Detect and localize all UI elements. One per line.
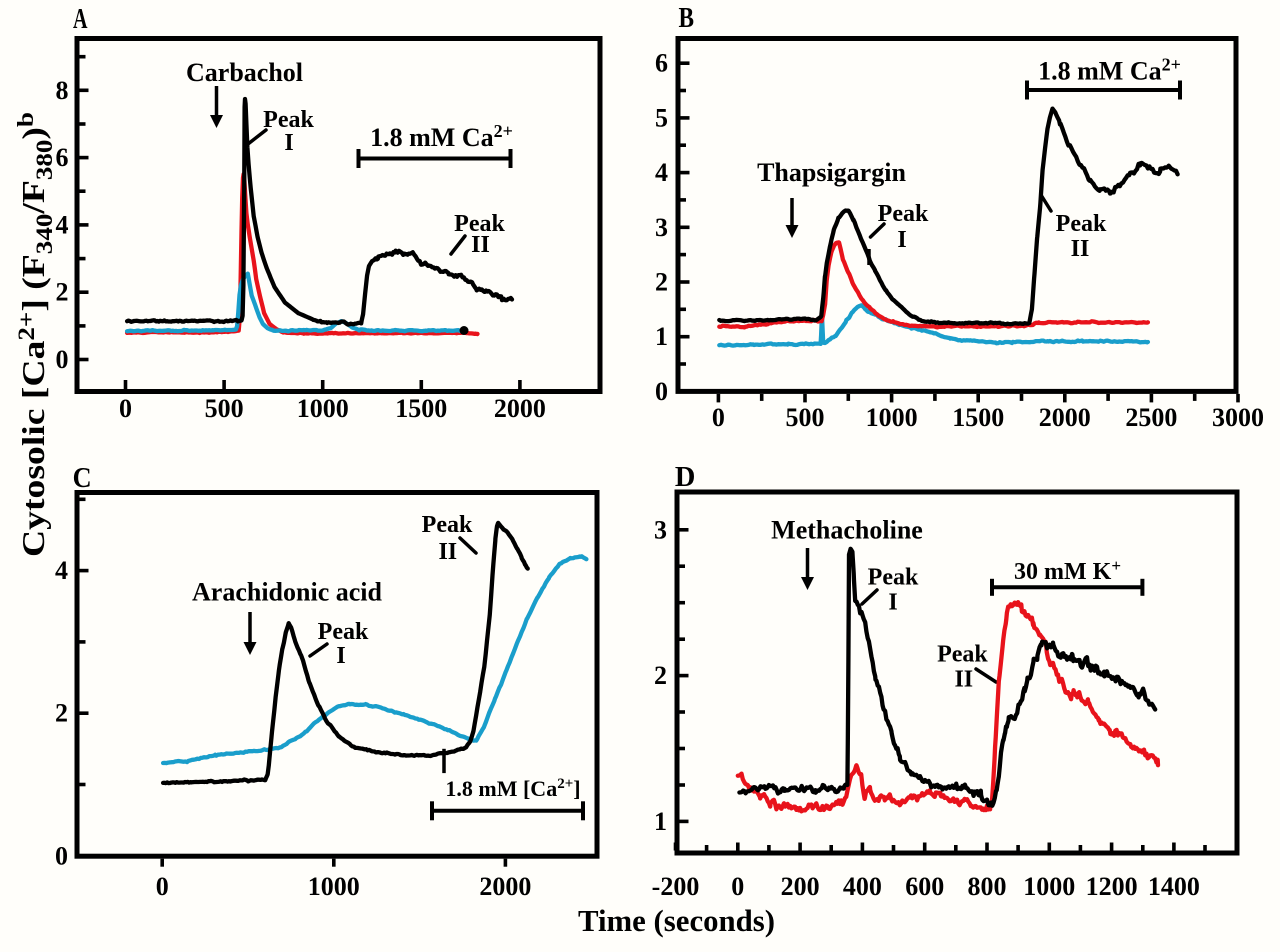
svg-text:I: I (897, 227, 906, 253)
svg-text:6: 6 (655, 49, 668, 78)
svg-text:3000: 3000 (1212, 403, 1264, 432)
svg-text:Methacholine: Methacholine (771, 516, 923, 545)
svg-text:3: 3 (654, 515, 667, 544)
svg-text:30 mM K+: 30 mM K+ (1014, 556, 1121, 585)
svg-text:2: 2 (654, 661, 667, 690)
svg-text:1: 1 (655, 322, 668, 351)
svg-text:Peak: Peak (868, 565, 919, 591)
svg-text:Peak: Peak (937, 642, 988, 668)
svg-text:4: 4 (56, 210, 69, 239)
svg-text:II: II (954, 667, 973, 693)
svg-text:1: 1 (654, 807, 667, 836)
svg-text:Arachidonic acid: Arachidonic acid (192, 578, 382, 607)
svg-text:C: C (73, 462, 92, 494)
svg-text:II: II (1071, 236, 1090, 262)
svg-text:800: 800 (968, 872, 1007, 901)
svg-text:I: I (284, 130, 293, 156)
svg-text:Peak: Peak (422, 512, 473, 538)
svg-text:2000: 2000 (1039, 403, 1091, 432)
svg-text:2500: 2500 (1125, 403, 1177, 432)
svg-text:Carbachol: Carbachol (186, 58, 303, 87)
svg-text:Peak: Peak (318, 619, 369, 645)
svg-text:Peak: Peak (1056, 211, 1107, 237)
svg-text:1000: 1000 (866, 403, 918, 432)
svg-text:Peak: Peak (454, 211, 505, 237)
svg-text:500: 500 (786, 403, 825, 432)
svg-text:1500: 1500 (952, 403, 1004, 432)
svg-text:0: 0 (655, 377, 668, 406)
svg-text:II: II (471, 232, 490, 258)
svg-text:I: I (336, 643, 345, 669)
svg-text:Time (seconds): Time (seconds) (578, 903, 775, 938)
svg-text:4: 4 (55, 556, 68, 585)
svg-text:2: 2 (56, 278, 69, 307)
svg-text:1000: 1000 (297, 394, 349, 423)
svg-text:0: 0 (56, 345, 69, 374)
svg-text:1000: 1000 (308, 872, 360, 901)
svg-text:1.8 mM Ca2+: 1.8 mM Ca2+ (1038, 55, 1181, 86)
svg-text:2000: 2000 (494, 394, 546, 423)
svg-text:A: A (73, 3, 88, 35)
svg-text:2000: 2000 (479, 872, 531, 901)
svg-text:0: 0 (712, 403, 725, 432)
svg-text:0: 0 (156, 872, 169, 901)
svg-text:1000: 1000 (1023, 872, 1075, 901)
svg-text:1200: 1200 (1086, 872, 1138, 901)
svg-text:Peak: Peak (263, 107, 314, 133)
svg-text:0: 0 (55, 841, 68, 870)
svg-text:3: 3 (655, 213, 668, 242)
svg-text:B: B (679, 2, 695, 34)
svg-text:II: II (438, 539, 457, 565)
svg-text:8: 8 (56, 76, 69, 105)
svg-text:4: 4 (655, 158, 668, 187)
svg-text:200: 200 (781, 872, 820, 901)
svg-text:400: 400 (843, 872, 882, 901)
svg-text:0: 0 (119, 394, 132, 423)
svg-text:1.8 mM Ca2+: 1.8 mM Ca2+ (370, 121, 513, 152)
svg-text:6: 6 (56, 143, 69, 172)
svg-text:1400: 1400 (1148, 872, 1200, 901)
svg-text:I: I (888, 590, 897, 616)
svg-text:500: 500 (205, 394, 244, 423)
svg-text:Peak: Peak (878, 201, 929, 227)
svg-text:2: 2 (655, 268, 668, 297)
svg-text:5: 5 (655, 103, 668, 132)
svg-text:1500: 1500 (395, 394, 447, 423)
svg-text:-200: -200 (652, 872, 700, 901)
svg-text:2: 2 (55, 699, 68, 728)
svg-text:0: 0 (731, 872, 744, 901)
svg-text:600: 600 (905, 872, 944, 901)
svg-text:D: D (675, 461, 696, 493)
svg-text:Thapsigargin: Thapsigargin (757, 158, 906, 187)
